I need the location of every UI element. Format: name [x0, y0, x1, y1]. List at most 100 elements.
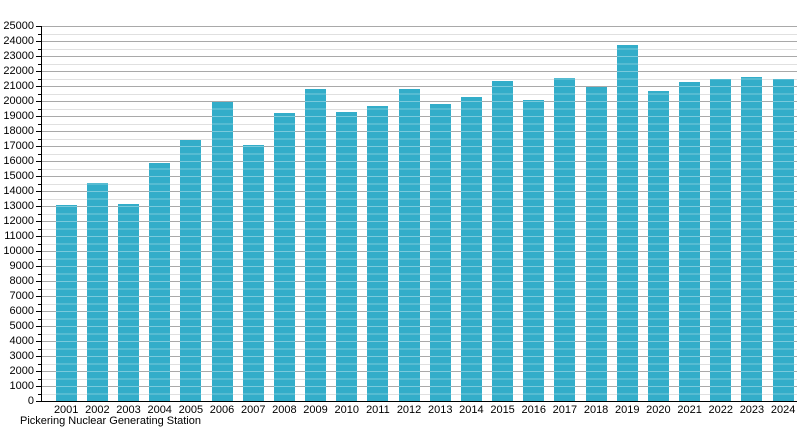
bar-2024 [772, 79, 794, 401]
x-tick-label-2011: 2011 [366, 404, 390, 416]
y-major-tick [36, 236, 41, 237]
y-minor-tick [38, 33, 41, 35]
y-tick-label: 5000 [9, 320, 34, 332]
x-tick-label-2020: 2020 [646, 404, 671, 416]
y-tick-label: 10000 [3, 245, 34, 257]
y-minor-tick [38, 48, 41, 50]
x-tick-label-2007: 2007 [240, 404, 266, 416]
x-tick-label-2012: 2012 [396, 404, 422, 416]
y-tick-label: 13000 [3, 200, 34, 212]
y-major-tick [36, 251, 41, 252]
minor-gridline [42, 78, 797, 80]
y-tick-label: 11000 [4, 230, 34, 242]
y-minor-tick [38, 378, 41, 380]
plot-area [41, 26, 797, 402]
y-minor-tick [38, 213, 41, 215]
bar-2020 [647, 90, 669, 401]
y-major-tick [36, 146, 41, 147]
y-minor-tick [38, 243, 41, 245]
y-tick-label: 12000 [3, 215, 34, 227]
x-tick-label-2016: 2016 [521, 404, 546, 416]
bar-2015 [492, 80, 514, 401]
x-tick-label-2019: 2019 [615, 404, 640, 416]
major-gridline [42, 56, 797, 57]
y-tick-label: 17000 [3, 140, 34, 152]
y-minor-tick [38, 78, 41, 80]
bar-2017 [554, 77, 576, 401]
y-tick-label: 7000 [9, 290, 34, 302]
bar-2010 [336, 111, 358, 401]
y-minor-tick [38, 273, 41, 275]
y-major-tick [36, 41, 41, 42]
y-major-tick [36, 281, 41, 282]
bar-2014 [460, 97, 482, 401]
y-major-tick [36, 401, 41, 402]
x-tick-label-2013: 2013 [427, 404, 453, 416]
y-major-tick [36, 116, 41, 117]
bar-2002 [86, 182, 108, 401]
major-gridline [42, 71, 797, 72]
bar-2013 [429, 104, 451, 401]
y-minor-tick [38, 93, 41, 95]
y-major-tick [36, 176, 41, 177]
y-major-tick [36, 206, 41, 207]
y-minor-tick [38, 228, 41, 230]
y-minor-tick [38, 318, 41, 320]
chart-title: Pickering Nuclear Generating Station [20, 415, 201, 427]
x-tick-label-2017: 2017 [552, 404, 578, 416]
bar-2001 [55, 204, 77, 401]
y-tick-label: 15000 [3, 170, 34, 182]
y-tick-label: 24000 [3, 35, 34, 47]
y-major-tick [36, 221, 41, 222]
y-major-tick [36, 341, 41, 342]
y-minor-tick [38, 108, 41, 110]
y-tick-label: 23000 [3, 50, 34, 62]
x-tick-label-2004: 2004 [147, 404, 172, 416]
y-tick-label: 4000 [9, 335, 34, 347]
y-tick-label: 16000 [3, 155, 34, 167]
minor-gridline [42, 48, 797, 50]
y-minor-tick [38, 288, 41, 290]
bar-2005 [180, 140, 202, 401]
plot-inner [42, 26, 797, 401]
y-major-tick [36, 386, 41, 387]
y-tick-label: 19000 [3, 110, 34, 122]
x-tick-label-2024: 2024 [770, 404, 796, 416]
x-tick-label-2023: 2023 [739, 404, 765, 416]
minor-gridline [42, 63, 797, 65]
y-minor-tick [38, 348, 41, 350]
y-major-tick [36, 371, 41, 372]
major-gridline [42, 86, 797, 87]
y-minor-tick [38, 138, 41, 140]
y-minor-tick [38, 393, 41, 395]
x-tick-label-2009: 2009 [303, 404, 328, 416]
x-tick-label-2015: 2015 [490, 404, 515, 416]
bar-2016 [523, 99, 545, 401]
y-major-tick [36, 191, 41, 192]
y-major-tick [36, 161, 41, 162]
y-tick-label: 18000 [3, 125, 34, 137]
y-minor-tick [38, 258, 41, 260]
x-tick-label-2018: 2018 [583, 404, 609, 416]
y-minor-tick [38, 363, 41, 365]
bar-2006 [211, 102, 233, 401]
x-tick-label-2021: 2021 [677, 404, 702, 416]
y-minor-tick [38, 153, 41, 155]
y-tick-label: 20000 [3, 95, 34, 107]
x-tick-label-2001: 2001 [53, 404, 79, 416]
y-tick-label: 6000 [9, 305, 34, 317]
x-tick-label-2010: 2010 [334, 404, 359, 416]
y-minor-tick [38, 198, 41, 200]
y-tick-label: 2000 [9, 365, 34, 377]
bar-2021 [679, 82, 701, 401]
x-tick-label-2005: 2005 [178, 404, 204, 416]
bar-2023 [741, 76, 763, 401]
y-major-tick [36, 296, 41, 297]
y-major-tick [36, 311, 41, 312]
y-tick-label: 1000 [9, 380, 34, 392]
y-major-tick [36, 356, 41, 357]
major-gridline [42, 26, 797, 27]
x-tick-label-2002: 2002 [85, 404, 110, 416]
bar-2011 [367, 105, 389, 401]
